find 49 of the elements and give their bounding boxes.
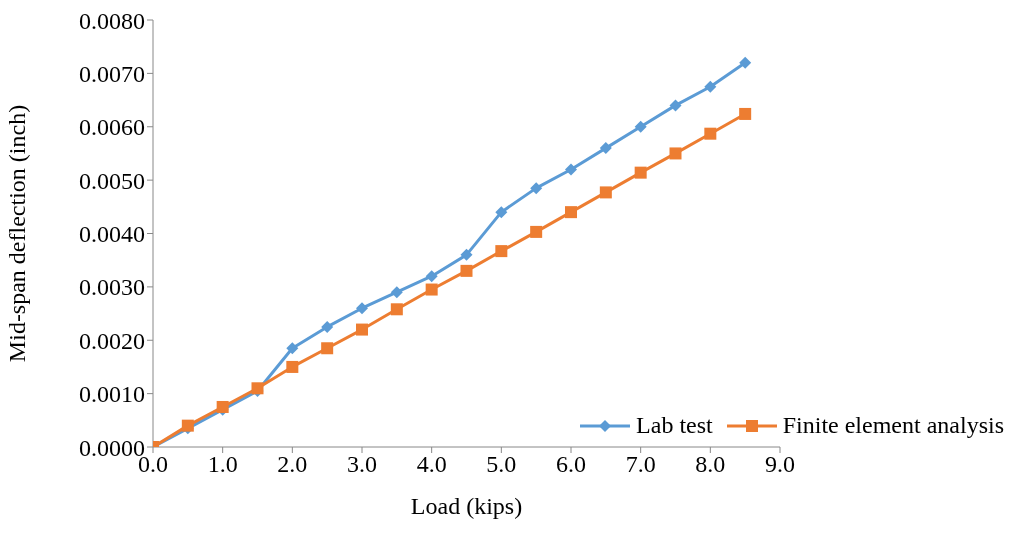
point (739, 107, 752, 120)
point (390, 303, 403, 316)
point (565, 163, 577, 176)
x-tick-label: 4.0 (416, 451, 447, 478)
point (286, 342, 299, 355)
legend-label: Lab test (635, 412, 713, 439)
point (530, 225, 543, 238)
x-tick-label: 2.0 (277, 451, 308, 478)
point (704, 80, 717, 93)
point (704, 127, 717, 140)
x-tick-label: 1.0 (207, 451, 238, 478)
y-tick-label: 0.0010 (79, 381, 145, 408)
point (599, 186, 612, 199)
x-axis-title: Load (kips) (410, 493, 523, 519)
point (495, 245, 508, 258)
x-tick-label: 7.0 (625, 451, 656, 478)
point (390, 286, 403, 299)
point (739, 56, 752, 69)
legend-label: Finite element analysis (781, 412, 1004, 439)
x-tick-label: 5.0 (486, 451, 517, 478)
y-tick-label: 0.0080 (79, 7, 145, 34)
point (425, 270, 438, 283)
point (669, 147, 682, 160)
y-axis-title: Mid-span deflection (inch) (3, 104, 30, 363)
point (321, 342, 334, 355)
x-tick-label: 9.0 (765, 451, 795, 478)
x-tick-label: 3.0 (347, 451, 377, 478)
x-tick-label: 6.0 (556, 451, 586, 478)
point (356, 323, 368, 336)
point (460, 264, 473, 277)
point (460, 248, 473, 261)
point (530, 182, 543, 195)
point (599, 142, 612, 155)
y-tick-label: 0.0070 (79, 60, 145, 87)
point (425, 283, 438, 296)
y-tick-label: 0.0030 (79, 274, 145, 301)
point (634, 120, 647, 133)
y-tick-label: 0.0020 (79, 327, 145, 354)
y-tick-label: 0.0040 (79, 221, 145, 248)
y-tick-label: 0.0060 (79, 114, 145, 141)
y-tick-label: 0.0050 (79, 167, 145, 194)
point (356, 302, 368, 315)
point (634, 166, 647, 179)
point (565, 206, 577, 219)
point (286, 360, 299, 373)
point (669, 99, 682, 112)
point (495, 206, 508, 219)
x-tick-label: 8.0 (695, 451, 726, 478)
point (321, 320, 334, 333)
